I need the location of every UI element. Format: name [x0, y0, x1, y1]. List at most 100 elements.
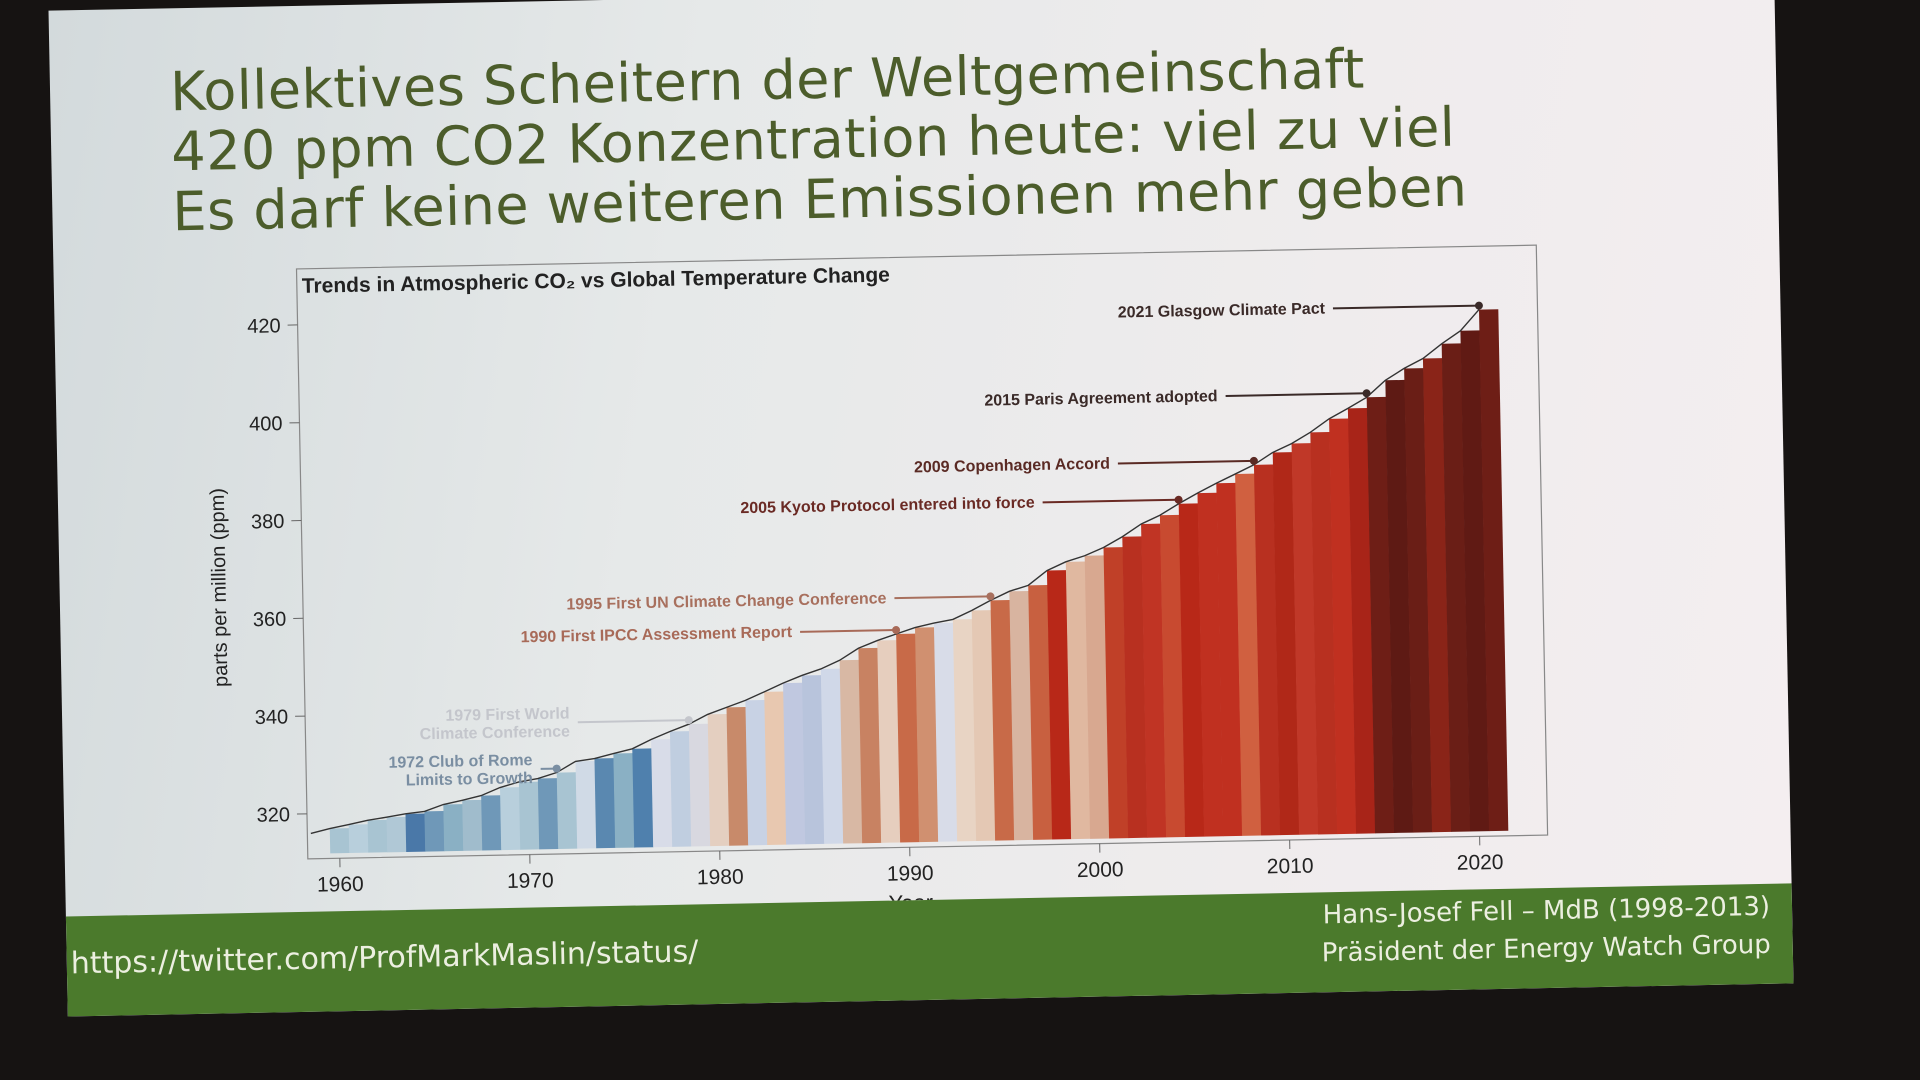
temperature-stripe-1977: [651, 739, 673, 848]
temperature-stripe-1970: [518, 781, 540, 850]
annotation-label-line: Climate Conference: [420, 723, 571, 743]
temperature-stripe-2015: [1366, 396, 1395, 834]
temperature-stripe-1964: [405, 813, 426, 852]
annotation-dot-2009: [1249, 456, 1258, 465]
credit-line-1: Hans-Josef Fell – MdB (1998-2013): [1322, 891, 1771, 931]
temperature-stripe-1999: [1065, 561, 1091, 840]
temperature-stripe-1976: [632, 748, 654, 848]
temperature-stripe-2017: [1404, 368, 1433, 833]
temperature-stripe-1983: [764, 691, 787, 846]
temperature-stripe-1997: [1028, 585, 1053, 840]
temperature-stripe-1973: [575, 760, 597, 849]
x-tick-label-1980: 1980: [697, 865, 744, 889]
y-tick-label-360: 360: [253, 609, 287, 632]
temperature-stripe-1960: [329, 828, 350, 854]
temperature-stripe-1996: [1009, 590, 1034, 841]
temperature-stripe-1963: [386, 816, 407, 853]
temperature-stripe-1995: [990, 599, 1015, 841]
temperature-stripe-1985: [801, 675, 825, 845]
temperature-stripe-1962: [367, 819, 388, 853]
temperature-stripe-2010: [1272, 452, 1300, 836]
x-tick-label-1970: 1970: [507, 869, 554, 893]
temperature-stripe-2009: [1253, 464, 1281, 836]
annotation-leader-2005: [1042, 498, 1179, 504]
temperature-stripe-1980: [707, 714, 730, 847]
annotation-label-line: 1990 First IPCC Assessment Report: [520, 624, 792, 646]
annotation-dot-1972: [552, 764, 561, 773]
x-tick-label-2020: 2020: [1457, 851, 1504, 875]
temperature-stripe-2004: [1159, 514, 1186, 838]
temperature-stripe-1978: [669, 731, 692, 847]
temperature-stripe-1975: [613, 753, 635, 848]
temperature-stripe-1989: [877, 640, 901, 843]
temperature-stripe-1982: [745, 700, 768, 846]
temperature-stripe-1988: [858, 647, 882, 844]
temperature-stripe-2012: [1310, 431, 1338, 835]
temperature-stripe-1992: [933, 622, 958, 842]
temperature-stripe-2008: [1235, 473, 1262, 836]
temperature-stripe-1974: [594, 758, 616, 849]
annotation-label-line: 2009 Copenhagen Accord: [914, 456, 1110, 477]
temperature-stripe-1969: [500, 787, 521, 851]
temperature-stripe-1991: [915, 627, 939, 843]
annotation-leader-1979: [577, 719, 689, 724]
co2-temperature-chart: Trends in Atmospheric CO₂ vs Global Temp…: [207, 244, 1549, 916]
temperature-stripe-1994: [971, 610, 996, 842]
plot-frame: [295, 244, 1549, 860]
annotation-label-line: 1979 First World: [445, 705, 569, 724]
x-tick-label-2000: 2000: [1077, 858, 1124, 882]
temperature-stripe-1965: [424, 811, 445, 852]
annotation-label-line: 2005 Kyoto Protocol entered into force: [740, 495, 1035, 518]
annotation-label-2005: 2005 Kyoto Protocol entered into force: [740, 495, 1035, 518]
temperature-stripe-1961: [348, 824, 369, 854]
annotation-leader-1990: [800, 629, 897, 633]
temperature-stripe-1972: [556, 772, 578, 850]
temperature-stripe-2005: [1178, 503, 1205, 837]
annotation-dot-1990: [892, 626, 901, 635]
y-tick-label-420: 420: [247, 315, 281, 338]
annotation-label-line: 1995 First UN Climate Change Conference: [566, 590, 886, 613]
temperature-stripe-1967: [462, 799, 483, 851]
annotation-label-2015: 2015 Paris Agreement adopted: [984, 388, 1218, 409]
annotation-label-line: 2021 Glasgow Climate Pact: [1118, 301, 1326, 322]
annotation-label-2009: 2009 Copenhagen Accord: [914, 456, 1110, 477]
annotation-label-line: 1972 Club of Rome: [388, 752, 532, 772]
y-tick-label-340: 340: [255, 706, 289, 729]
temperature-stripe-1981: [726, 707, 749, 846]
temperature-stripe-1979: [688, 723, 711, 847]
credit-line-2: Präsident der Energy Watch Group: [1321, 929, 1772, 969]
y-tick-label-320: 320: [256, 804, 290, 827]
temperature-stripe-1986: [820, 668, 844, 844]
temperature-stripe-2021: [1479, 309, 1509, 832]
temperature-stripe-2000: [1084, 555, 1110, 839]
annotation-dot-1979: [684, 716, 693, 725]
presentation-slide: Kollektives Scheitern der Weltgemeinscha…: [48, 0, 1794, 1017]
annotation-label-1972: 1972 Club of RomeLimits to Growth: [388, 752, 533, 790]
temperature-stripe-1984: [783, 682, 806, 845]
annotation-dot-2005: [1174, 495, 1183, 504]
temperature-stripe-2002: [1122, 536, 1148, 839]
annotation-label-1995: 1995 First UN Climate Change Conference: [566, 590, 886, 613]
annotation-label-2021: 2021 Glasgow Climate Pact: [1118, 301, 1326, 322]
annotation-leader-2021: [1332, 304, 1479, 310]
temperature-stripe-2016: [1385, 379, 1414, 833]
y-axis-label: parts per million (ppm): [207, 488, 233, 687]
annotation-leader-1995: [894, 595, 991, 600]
annotation-dot-1995: [986, 592, 995, 601]
annotation-label-1979: 1979 First WorldClimate Conference: [419, 705, 570, 743]
temperature-stripe-2006: [1197, 492, 1224, 837]
annotation-leader-2015: [1225, 392, 1367, 397]
temperature-stripe-1971: [537, 778, 559, 850]
annotation-label-1990: 1990 First IPCC Assessment Report: [520, 624, 792, 646]
source-url: https://twitter.com/ProfMarkMaslin/statu…: [70, 934, 699, 982]
x-tick-label-1990: 1990: [887, 862, 934, 886]
annotation-label-line: 2015 Paris Agreement adopted: [984, 388, 1218, 409]
temperature-stripe-2011: [1291, 443, 1319, 835]
annotation-label-line: Limits to Growth: [406, 770, 533, 789]
temperature-stripe-1993: [952, 619, 977, 842]
x-tick-label-1960: 1960: [317, 873, 364, 897]
temperature-stripe-2007: [1216, 482, 1243, 837]
chart-title: Trends in Atmospheric CO₂ vs Global Temp…: [302, 264, 890, 298]
temperature-stripe-1990: [896, 633, 920, 843]
temperature-stripe-2003: [1141, 523, 1167, 838]
